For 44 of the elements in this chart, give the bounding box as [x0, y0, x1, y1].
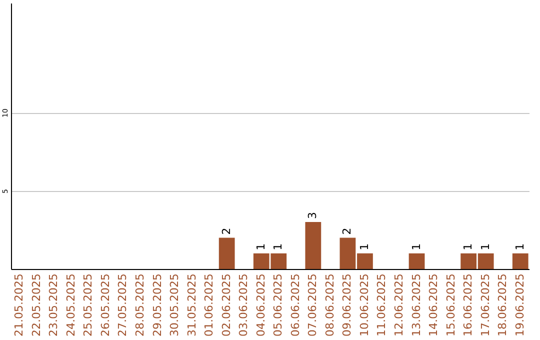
x-tick-label: 22.05.2025: [30, 274, 43, 336]
data-label: 1: [410, 243, 423, 250]
x-tick-label: 10.06.2025: [358, 274, 371, 336]
bar: [512, 253, 528, 269]
x-tick-label: 09.06.2025: [340, 274, 354, 336]
x-tick-label: 16.06.2025: [462, 274, 475, 336]
x-tick-label: 12.06.2025: [392, 274, 406, 336]
x-tick-label: 31.05.2025: [185, 274, 198, 336]
x-tick-label: 25.05.2025: [82, 274, 95, 336]
x-tick-label: 02.06.2025: [220, 274, 233, 336]
x-tick-label: 29.05.2025: [150, 274, 164, 336]
x-tick-label: 05.06.2025: [272, 274, 285, 336]
x-tick-label: 19.06.2025: [513, 274, 526, 336]
x-tick-label: 13.06.2025: [410, 274, 423, 336]
x-tick-label: 04.06.2025: [254, 274, 268, 336]
x-tick-label: 30.05.2025: [168, 274, 182, 336]
data-label: 2: [220, 228, 233, 235]
data-label: 1: [462, 243, 475, 250]
x-tick-label: 21.05.2025: [12, 274, 26, 336]
data-label: 1: [358, 243, 371, 250]
x-tick-label: 01.06.2025: [202, 274, 216, 336]
x-tick-label: 03.06.2025: [237, 274, 250, 336]
data-label: 1: [478, 243, 492, 250]
data-label: 1: [272, 243, 285, 250]
data-label: 1: [513, 243, 526, 250]
x-tick-label: 26.05.2025: [98, 274, 112, 336]
x-tick-label: 28.05.2025: [134, 274, 146, 336]
x-tick-label: 07.06.2025: [306, 274, 320, 336]
bar: [408, 253, 425, 269]
bar: [218, 238, 235, 269]
bar: [305, 222, 322, 269]
data-label: 3: [306, 212, 320, 220]
x-tick-label: 24.05.2025: [64, 274, 78, 336]
x-tick-label: 15.06.2025: [444, 274, 458, 336]
data-label: 2: [340, 228, 354, 235]
x-tick-label: 18.06.2025: [496, 274, 510, 336]
x-tick-label: 17.06.2025: [478, 274, 492, 336]
x-tick-label: 14.06.2025: [427, 274, 440, 336]
x-tick-label: 23.05.2025: [47, 274, 60, 336]
x-tick-label: 11.06.2025: [375, 274, 388, 336]
x-tick-label: 06.06.2025: [288, 274, 302, 336]
x-tick-label: 27.05.2025: [116, 274, 130, 336]
data-label: 1: [254, 243, 268, 250]
x-tick-label: 08.06.2025: [323, 274, 336, 336]
